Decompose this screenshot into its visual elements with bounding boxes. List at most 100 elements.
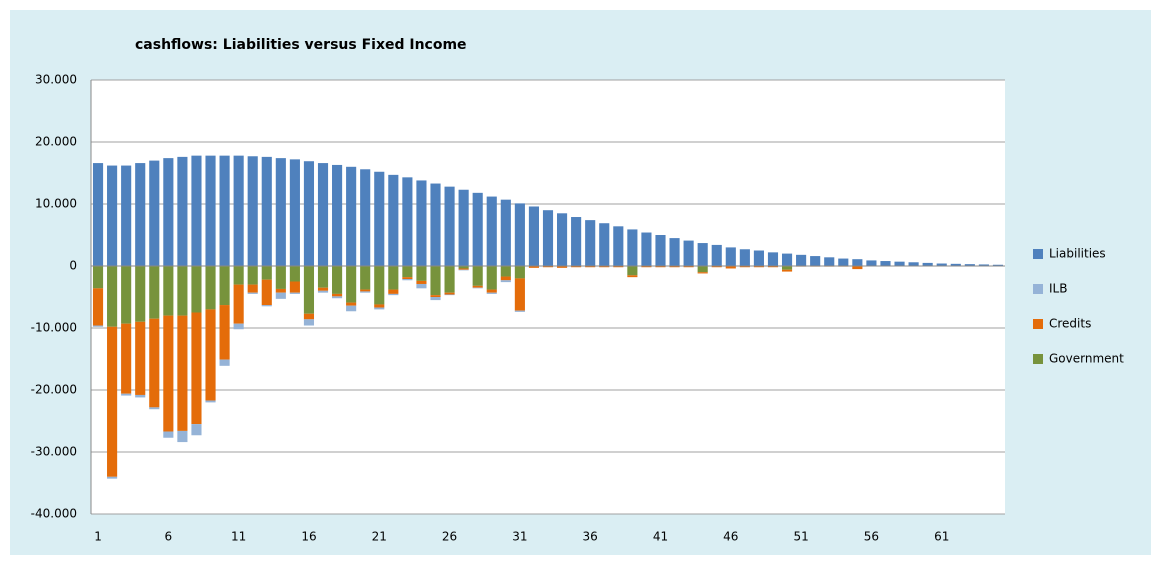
bar [894, 261, 905, 266]
bar [92, 266, 104, 289]
bar [571, 266, 582, 268]
bar [599, 266, 610, 268]
bar [121, 266, 132, 324]
bar [121, 393, 132, 396]
legend-swatch [1033, 249, 1043, 259]
bar [374, 171, 385, 266]
chart-title: cashflows: Liabilities versus Fixed Inco… [135, 37, 467, 53]
bar [458, 269, 469, 271]
bar [317, 266, 329, 288]
bar [261, 266, 272, 280]
bar [402, 177, 413, 266]
bar [486, 196, 497, 266]
bar [500, 280, 511, 283]
bar [542, 210, 554, 266]
bar [163, 431, 174, 438]
bar [500, 199, 511, 266]
bar [219, 266, 230, 306]
bar [416, 266, 427, 281]
x-tick-label: 11 [231, 530, 246, 544]
bar [317, 163, 329, 266]
bar [149, 266, 160, 319]
bar [303, 313, 315, 320]
bar [346, 302, 357, 306]
bar [416, 280, 427, 284]
bar [922, 262, 933, 266]
bar [472, 266, 483, 286]
bar [374, 304, 385, 308]
bar [627, 266, 638, 276]
bar [796, 254, 807, 266]
bar [585, 220, 596, 266]
bar [346, 266, 357, 303]
x-tick-label: 51 [793, 530, 808, 544]
bar [486, 292, 497, 294]
bar [332, 296, 343, 299]
bar [360, 266, 371, 290]
bar [219, 359, 230, 366]
bar [683, 266, 694, 268]
bar [753, 250, 764, 266]
bar [92, 163, 104, 266]
bar [641, 232, 652, 266]
bar [444, 292, 455, 295]
bar [571, 217, 582, 266]
x-tick-label: 26 [442, 530, 457, 544]
bar [233, 323, 244, 330]
bar [205, 400, 216, 403]
x-tick-label: 31 [512, 530, 527, 544]
bar [233, 155, 244, 266]
bar [303, 319, 315, 326]
bar [360, 291, 371, 293]
bar [233, 266, 244, 285]
bar [191, 312, 202, 425]
bar [346, 166, 357, 266]
bar [500, 276, 511, 281]
bar [261, 279, 272, 306]
bar [908, 262, 919, 266]
bar [374, 307, 385, 310]
bar [163, 158, 174, 266]
bar [599, 223, 610, 266]
bar [388, 289, 399, 294]
bar [332, 266, 343, 294]
bar [444, 294, 455, 296]
bar [261, 156, 272, 266]
x-tick-label: 46 [723, 530, 738, 544]
bar [781, 269, 793, 272]
legend-swatch [1033, 284, 1043, 294]
legend-swatch [1033, 354, 1043, 364]
bar [121, 323, 132, 394]
bar [641, 266, 652, 268]
bar [458, 266, 469, 269]
bar [964, 264, 975, 266]
bar [542, 266, 554, 268]
bar [388, 266, 399, 290]
bar [92, 288, 104, 326]
bar [725, 266, 736, 269]
bar [810, 256, 821, 266]
bar [725, 247, 736, 266]
bar [585, 266, 596, 268]
bar [514, 310, 525, 312]
bar [697, 243, 708, 266]
y-tick-label: -20.000 [31, 383, 77, 397]
bar [205, 266, 216, 310]
bar [402, 277, 413, 280]
bar [824, 257, 835, 266]
bar [205, 309, 216, 401]
bar [163, 266, 174, 316]
bar [430, 295, 441, 297]
bar [261, 305, 272, 307]
bar [683, 240, 694, 266]
bar [697, 266, 708, 273]
bar [289, 266, 300, 282]
bar [107, 326, 118, 477]
bar [711, 266, 722, 268]
bar [992, 264, 1004, 266]
legend-label: ILB [1049, 282, 1067, 296]
legend-swatch [1033, 319, 1043, 329]
bar [950, 263, 961, 266]
bar [472, 285, 483, 288]
